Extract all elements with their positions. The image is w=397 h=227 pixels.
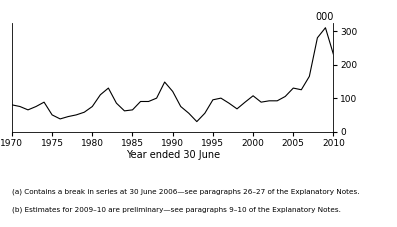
- Text: 000: 000: [315, 12, 333, 22]
- Text: (a) Contains a break in series at 30 June 2006—see paragraphs 26–27 of the Expla: (a) Contains a break in series at 30 Jun…: [12, 188, 359, 195]
- Text: (b) Estimates for 2009–10 are preliminary—see paragraphs 9–10 of the Explanatory: (b) Estimates for 2009–10 are preliminar…: [12, 207, 341, 213]
- X-axis label: Year ended 30 June: Year ended 30 June: [125, 150, 220, 160]
